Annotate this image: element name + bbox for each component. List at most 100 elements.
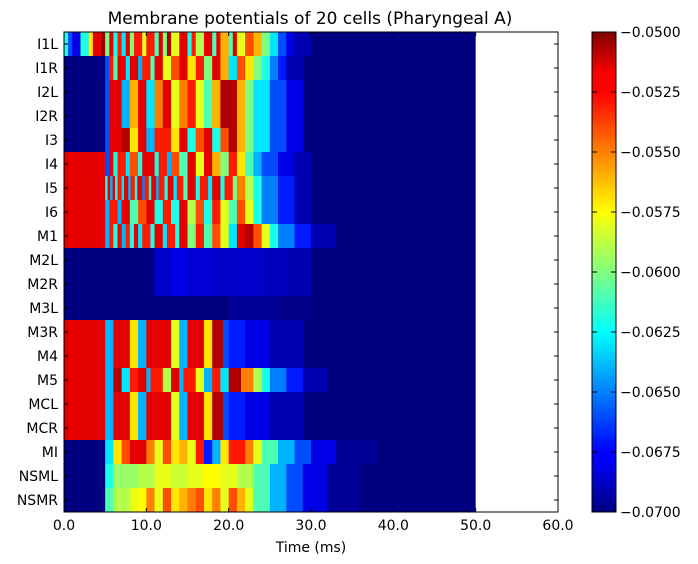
heatmap-cell — [150, 368, 164, 393]
heatmap-cell — [195, 128, 205, 153]
heatmap-cell — [148, 176, 152, 201]
heatmap-cell — [129, 32, 135, 57]
heatmap-cell — [261, 56, 271, 81]
heatmap-cell — [129, 128, 139, 153]
heatmap-cell — [171, 56, 180, 81]
colorbar-ticks: −0.0500 −0.0525 −0.0550 −0.0575 −0.0600 −0.06… — [592, 25, 681, 521]
heatmap-cell — [171, 200, 180, 225]
heatmap-cell — [162, 224, 168, 249]
heatmap-cell — [179, 224, 188, 249]
heatmap-cell — [327, 464, 361, 489]
heatmap-cell — [253, 104, 271, 129]
chart-title: Membrane potentials of 20 cells (Pharyng… — [108, 9, 513, 29]
colorbar-tick-label: −0.0700 — [620, 505, 681, 521]
heatmap-cell — [203, 152, 213, 177]
heatmap-cell — [146, 320, 172, 345]
heatmap-cell — [110, 176, 113, 201]
heatmap-cell — [146, 488, 155, 513]
heatmap-cell — [187, 320, 205, 345]
heatmap-cell — [228, 224, 238, 249]
x-tick-label: 50.0 — [460, 518, 491, 534]
heatmap-cell — [113, 32, 118, 57]
heatmap-cell — [171, 440, 180, 465]
heatmap-cell — [236, 464, 254, 489]
heatmap-cell — [129, 200, 139, 225]
heatmap-cell — [138, 104, 147, 129]
heatmap-cell — [133, 224, 139, 249]
heatmap-cell — [115, 176, 118, 201]
heatmap-cell — [162, 368, 172, 393]
heatmap-cell — [125, 224, 131, 249]
heatmap-cell — [245, 344, 271, 369]
heatmap-cell — [286, 368, 304, 393]
heatmap-cell — [195, 368, 205, 393]
heatmap-cell — [129, 56, 139, 81]
heatmap-cell — [228, 440, 246, 465]
heatmap-cell — [113, 344, 131, 369]
heatmap-cell — [236, 248, 262, 273]
heatmap-cell — [220, 80, 238, 105]
heatmap-cell — [179, 488, 188, 513]
heatmap-cell — [212, 272, 238, 297]
y-tick-label: I2L — [37, 85, 58, 101]
heatmap-cell — [294, 32, 312, 57]
heatmap-cell — [208, 176, 213, 201]
heatmap-row-i1l — [64, 32, 476, 57]
heatmap-cell — [138, 368, 147, 393]
heatmap-cell — [129, 488, 139, 513]
y-tick-label: M4 — [37, 349, 58, 365]
heatmap-cell — [154, 248, 172, 273]
heatmap-row-i5 — [64, 176, 476, 201]
heatmap-cell — [311, 224, 337, 249]
heatmap-cell — [278, 176, 295, 201]
heatmap-cell — [138, 344, 147, 369]
heatmap-cell — [121, 176, 125, 201]
heatmap-cell — [64, 104, 106, 129]
heatmap-cell — [105, 80, 110, 105]
heatmap-cell — [105, 152, 110, 177]
heatmap-rows — [64, 32, 476, 513]
heatmap-cell — [269, 488, 287, 513]
heatmap-cell — [162, 104, 172, 129]
heatmap-cell — [203, 416, 213, 441]
heatmap-cell — [105, 32, 110, 57]
heatmap-cell — [236, 32, 246, 57]
heatmap-cell — [142, 56, 151, 81]
heatmap-cell — [105, 488, 114, 513]
heatmap-cell — [212, 344, 224, 369]
heatmap-cell — [245, 56, 254, 81]
heatmap-cell — [269, 464, 287, 489]
heatmap-cell — [105, 224, 110, 249]
heatmap-cell — [113, 368, 123, 393]
heatmap-cell — [88, 32, 94, 57]
heatmap-cell — [121, 200, 131, 225]
heatmap-cell — [236, 128, 246, 153]
heatmap-cell — [138, 488, 147, 513]
heatmap-cell — [64, 248, 155, 273]
heatmap-cell — [212, 368, 221, 393]
heatmap-cell — [253, 176, 262, 201]
heatmap-cell — [154, 104, 164, 129]
heatmap-cell — [220, 176, 225, 201]
heatmap-cell — [294, 440, 312, 465]
heatmap-cell — [220, 56, 230, 81]
heatmap-cell — [117, 152, 127, 177]
y-tick-label: I2R — [35, 109, 58, 125]
heatmap-cell — [228, 56, 238, 81]
heatmap-cell — [142, 224, 151, 249]
heatmap-cell — [179, 440, 188, 465]
heatmap-cell — [125, 56, 131, 81]
y-tick-label: M1 — [37, 229, 58, 245]
heatmap-cell — [109, 200, 118, 225]
heatmap-cell — [286, 56, 304, 81]
heatmap-cell — [105, 440, 114, 465]
heatmap-cell — [212, 128, 221, 153]
heatmap-cell — [121, 128, 131, 153]
heatmap-cell — [203, 392, 213, 417]
heatmap-cell — [121, 368, 131, 393]
heatmap-cell — [220, 224, 230, 249]
heatmap-cell — [154, 128, 172, 153]
heatmap-cell — [195, 104, 205, 129]
heatmap-cell — [117, 176, 123, 201]
heatmap-cell — [187, 344, 205, 369]
